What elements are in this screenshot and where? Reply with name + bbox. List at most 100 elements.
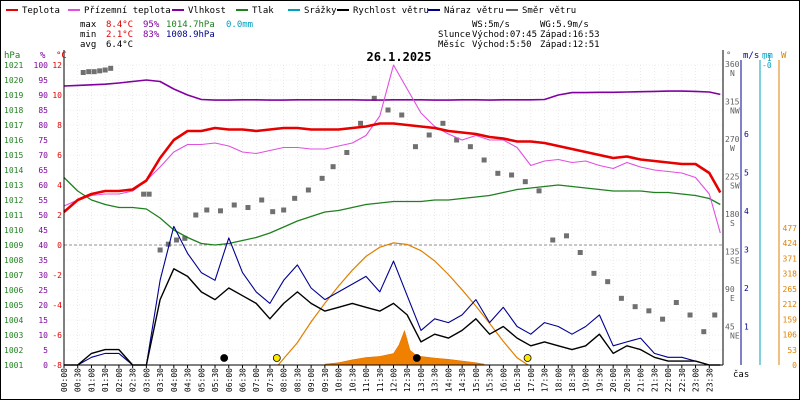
ground-temperature-line: [63, 64, 721, 234]
wind-direction-point: [412, 144, 418, 150]
wind-speed-line: [64, 268, 721, 366]
axis-ms-unit: m/s: [743, 51, 759, 61]
legend-label: Náraz větru: [444, 6, 504, 16]
wind-gust-line: [64, 225, 721, 366]
x-tick-label: 03:30: [156, 368, 165, 392]
wind-direction-point: [467, 144, 473, 150]
x-tick-label: 12:30: [403, 368, 412, 392]
axis-mm-unit: mm: [762, 51, 773, 61]
x-tick-label: 03:00: [142, 368, 151, 392]
wind-direction-point: [712, 312, 718, 318]
x-tick-label: 20:00: [609, 368, 618, 392]
pct-tick-label: 35: [38, 256, 48, 265]
x-tick-label: 07:00: [252, 368, 261, 392]
stat-max-label: max: [80, 20, 97, 30]
stat-max-press: 1014.7hPa: [166, 20, 215, 30]
axis-w-unit: W: [781, 51, 787, 61]
pct-tick-label: 60: [38, 181, 48, 190]
mm-tick-label: -1: [762, 54, 772, 63]
wind-direction-point: [358, 120, 364, 126]
x-tick-label: 06:00: [225, 368, 234, 392]
info-moon-set: Západ:12:51: [540, 40, 600, 50]
x-tick-label: 20:30: [623, 368, 632, 392]
wind-direction-point: [385, 107, 391, 113]
c-tick-label: 4: [57, 181, 62, 190]
wind-direction-point: [687, 312, 693, 318]
stat-min-temp: 2.1°C: [106, 30, 133, 40]
wind-direction-point: [605, 279, 611, 285]
pct-tick-label: 0: [43, 361, 48, 370]
pct-tick-label: 25: [38, 286, 48, 295]
pct-tick-label: 45: [38, 226, 48, 235]
sun-rise-marker: [272, 354, 281, 362]
x-tick-label: 09:00: [307, 368, 316, 392]
pressure-line: [63, 177, 721, 246]
w-tick-label: 424: [783, 239, 798, 248]
w-tick-label: 106: [783, 331, 798, 340]
wind-direction-point: [165, 241, 171, 247]
x-tick-label: 04:30: [184, 368, 193, 392]
w-tick-label: 53: [787, 346, 797, 355]
wind-direction-point: [319, 175, 325, 181]
wind-direction-point: [157, 247, 163, 253]
pct-tick-label: 30: [38, 271, 48, 280]
legend-label: Tlak: [252, 6, 274, 16]
info-sun-set: Západ:16:53: [540, 30, 600, 40]
x-tick-label: 02:30: [129, 368, 138, 392]
wind-direction-point: [673, 300, 679, 305]
ms-tick-label: 1: [744, 323, 749, 332]
legend-label: Srážky: [304, 6, 337, 16]
pct-tick-label: 100: [34, 61, 49, 70]
x-tick-label: 02:00: [115, 368, 124, 392]
direction-degree-label: 315: [725, 98, 740, 107]
info-block: WS:5m/s WG:5.9m/s Slunce Východ:07:45 Zá…: [438, 20, 600, 50]
x-tick-label: 13:30: [431, 368, 440, 392]
wind-direction-point: [305, 187, 311, 193]
x-tick-label: 11:00: [362, 368, 371, 392]
w-tick-label: 371: [783, 254, 798, 263]
info-wg: WG:5.9m/s: [540, 20, 589, 30]
x-tick-label: 08:30: [293, 368, 302, 392]
c-tick-label: -8: [52, 361, 62, 370]
stat-avg-temp: 6.4°C: [106, 40, 133, 50]
direction-degree-label: 90: [725, 285, 735, 294]
ms-tick-label: 2: [744, 284, 749, 293]
axis-deg-unit: °: [726, 51, 731, 61]
x-tick-label: 09:30: [321, 368, 330, 392]
wind-direction-point: [91, 69, 97, 75]
hpa-tick-label: 1009: [4, 241, 23, 250]
wind-direction-point: [371, 95, 377, 101]
wind-direction-point: [108, 65, 114, 71]
w-tick-label: 477: [783, 224, 798, 233]
marker-layer: [220, 354, 532, 362]
hpa-tick-label: 1020: [4, 76, 23, 85]
x-tick-label: 22:00: [664, 368, 673, 392]
chart-title: 26.1.2025: [366, 50, 431, 64]
ms-tick-label: 5: [744, 169, 749, 178]
hpa-tick-label: 1010: [4, 226, 23, 235]
solar-layer: [277, 242, 529, 366]
axis-hpa-unit: hPa: [4, 51, 20, 61]
x-tick-label: 23:30: [705, 368, 714, 392]
wind-direction-point: [563, 233, 569, 239]
wind-direction-layer: [80, 65, 718, 335]
x-tick-label: 16:00: [499, 368, 508, 392]
stats-block: max 8.4°C 95% 1014.7hPa 0.0mm min 2.1°C …: [80, 20, 253, 50]
ms-tick-label: 6: [744, 130, 749, 139]
wind-direction-point: [281, 207, 287, 213]
axis-layer: 1021102010191018101710161015101410131012…: [4, 50, 797, 392]
hpa-tick-label: 1011: [4, 211, 23, 220]
x-tick-label: 21:00: [637, 368, 646, 392]
pct-tick-label: 70: [38, 151, 48, 160]
hpa-tick-label: 1008: [4, 256, 23, 265]
legend-label: Teplota: [22, 6, 60, 16]
legend-label: Přízemní teplota: [84, 6, 171, 16]
humidity-line: [63, 79, 721, 101]
stat-min-label: min: [80, 30, 96, 40]
hpa-tick-label: 1015: [4, 151, 23, 160]
hpa-tick-label: 1019: [4, 91, 23, 100]
wind-direction-point: [86, 69, 92, 75]
wind-direction-point: [536, 188, 542, 194]
pct-tick-label: 40: [38, 241, 48, 250]
wind-direction-point: [701, 329, 707, 335]
